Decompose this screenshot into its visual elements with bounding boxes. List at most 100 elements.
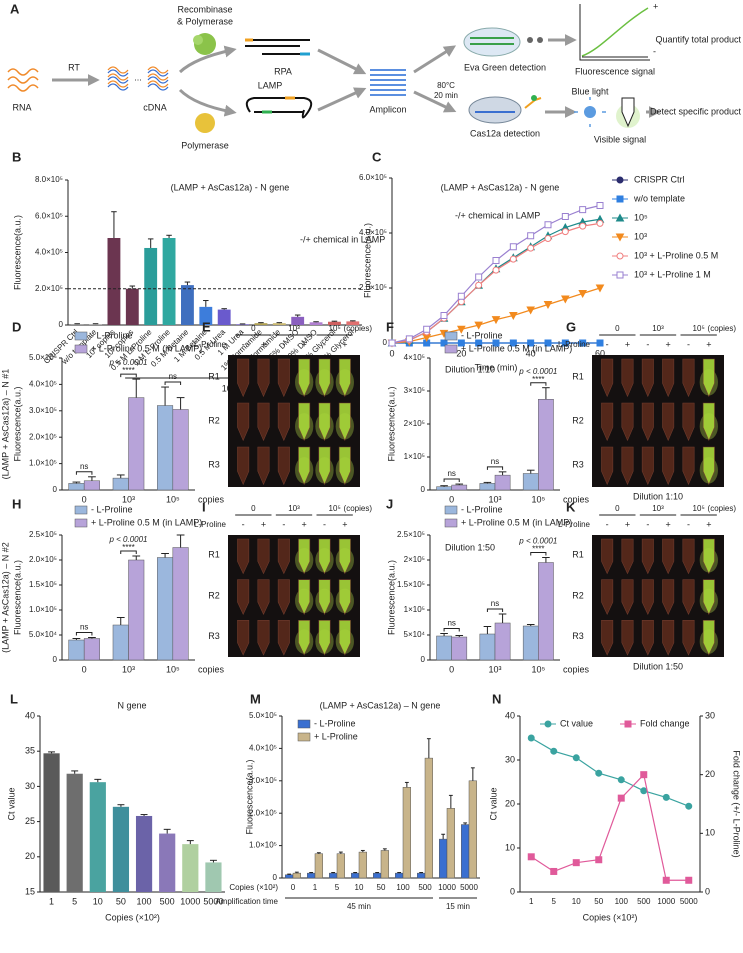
y-tick-label: 35 xyxy=(25,746,35,756)
column-label: 10⁵ xyxy=(329,324,341,333)
unit-label: (copies) xyxy=(708,504,737,513)
bar xyxy=(254,323,268,325)
legend-swatch xyxy=(297,719,311,729)
tube xyxy=(601,538,614,575)
row-label: R1 xyxy=(208,550,220,560)
bar xyxy=(128,397,145,491)
bar xyxy=(479,483,496,491)
positive-curve xyxy=(581,7,649,57)
panel-letter: M xyxy=(250,691,261,706)
tube xyxy=(621,358,634,398)
y-tick-label: 0 xyxy=(421,655,426,664)
time-label: Amplification time xyxy=(215,897,278,906)
tube xyxy=(641,579,654,615)
y-axis-label: Ct value xyxy=(6,787,16,820)
comparison-bracket xyxy=(443,628,460,632)
bar xyxy=(468,780,477,879)
tube xyxy=(237,402,250,442)
y-tick-label: 1.0×10⁵ xyxy=(29,605,57,614)
y-tick-label: 1×10⁵ xyxy=(404,452,425,461)
comparison-bracket xyxy=(486,466,504,470)
legend-label: Fold change xyxy=(640,718,690,728)
sign-label: + xyxy=(625,339,630,349)
bar xyxy=(436,486,452,491)
arrow xyxy=(317,87,367,112)
tube xyxy=(662,358,675,398)
panel-letter: L xyxy=(10,691,18,706)
label: Polymerase xyxy=(181,140,229,150)
arrow xyxy=(413,90,457,113)
row-header: L-Proline xyxy=(194,340,227,349)
bar xyxy=(135,815,153,892)
tube xyxy=(318,620,331,656)
blue-light-rays xyxy=(574,97,606,127)
sign-label: - xyxy=(242,519,245,529)
bar xyxy=(128,559,145,661)
tube xyxy=(621,446,634,486)
panel-letter: E xyxy=(202,319,211,334)
y-tick-label: 6.0×10⁵ xyxy=(359,173,387,182)
tube xyxy=(621,620,634,656)
tube xyxy=(237,579,250,615)
tube xyxy=(318,446,331,486)
column-label: 10³ xyxy=(288,504,300,513)
photo xyxy=(228,355,360,487)
y-tick-label: 5×10⁴ xyxy=(404,630,426,639)
x-tick-label: 1 xyxy=(313,883,318,892)
row-label: R1 xyxy=(208,371,220,381)
comparison-label: ns xyxy=(447,619,455,628)
tube xyxy=(641,538,654,575)
cdna-strands xyxy=(107,69,169,91)
bar xyxy=(285,874,294,879)
marker xyxy=(579,222,587,230)
bar xyxy=(522,473,539,491)
tube xyxy=(257,620,270,656)
marker xyxy=(509,243,517,251)
x-tick-label: 1 xyxy=(529,897,534,906)
legend-label: - L-Proline xyxy=(461,330,503,340)
annotation: -/+ chemical in LAMP xyxy=(300,234,385,244)
tube xyxy=(298,358,311,398)
label: 80°C xyxy=(437,81,455,90)
tube xyxy=(277,579,290,615)
panel-letter: C xyxy=(372,149,382,164)
rpa-duplex xyxy=(245,38,310,56)
tube xyxy=(277,358,290,398)
row-label: R3 xyxy=(208,631,220,641)
bar xyxy=(181,285,194,325)
x-axis-label: Time (min) xyxy=(475,362,518,372)
bar xyxy=(494,622,511,661)
y-tick-label: 40 xyxy=(25,710,35,720)
y-tick-label: 30 xyxy=(505,754,515,764)
label: Cas12a detection xyxy=(470,128,540,138)
y-tick-label: 4.0×10⁵ xyxy=(35,248,63,257)
legend-swatch xyxy=(74,331,88,341)
tube xyxy=(702,579,715,615)
x-unit: copies xyxy=(198,494,225,504)
photo xyxy=(592,355,724,487)
tube xyxy=(682,538,695,575)
tube xyxy=(237,446,250,486)
y-tick-label: 5.0×10⁵ xyxy=(29,353,57,362)
bar xyxy=(159,833,176,892)
bar xyxy=(373,872,382,879)
x-unit: copies xyxy=(198,664,225,674)
mini-axes xyxy=(579,4,650,61)
sign-label: + xyxy=(342,339,347,349)
tube xyxy=(601,620,614,656)
comparison-label: ns xyxy=(80,623,88,632)
p-value: p < 0.0001 xyxy=(518,537,557,546)
marker xyxy=(491,316,501,325)
sign-label: - xyxy=(646,519,649,529)
label: Eva Green detection xyxy=(464,62,546,72)
bar xyxy=(451,484,468,491)
y-axis-label: Fluorescence(a.u.) xyxy=(362,223,372,298)
tube xyxy=(257,358,270,398)
row-label: R2 xyxy=(572,590,584,600)
x-tick-label: 5 xyxy=(335,883,340,892)
tube xyxy=(601,579,614,615)
y-tick-label: 20 xyxy=(505,798,515,808)
sign-label: - xyxy=(687,339,690,349)
tube xyxy=(257,538,270,575)
y2-axis-label: Fold change (+/- L-Proline) xyxy=(732,750,742,857)
